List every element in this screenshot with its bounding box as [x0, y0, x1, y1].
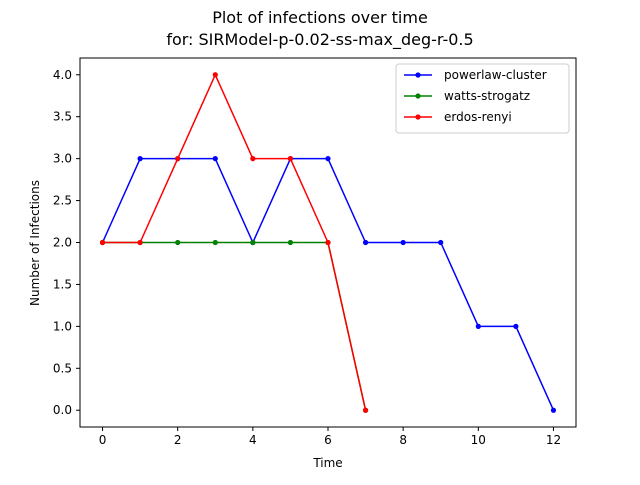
legend-box [395, 63, 570, 134]
y-axis: 0.0 0.5 1.0 1.5 2.0 2.5 3.0 3.5 4.0 [53, 68, 80, 417]
y-tick-label: 2.5 [53, 194, 72, 208]
data-point [137, 239, 143, 246]
y-tick-label: 2.0 [53, 236, 72, 250]
x-tick-label: 8 [399, 433, 407, 447]
series-layer [99, 72, 557, 413]
y-tick-label: 0.0 [53, 403, 72, 417]
data-point [250, 239, 256, 246]
x-tick-label: 6 [324, 433, 332, 447]
y-tick-label: 1.0 [53, 319, 72, 333]
data-point [175, 239, 181, 246]
y-tick-label: 4.0 [53, 68, 72, 82]
legend-entry: powerlaw-cluster [404, 68, 547, 82]
data-point [250, 156, 256, 162]
y-tick-label: 3.5 [53, 110, 72, 124]
data-point [550, 407, 557, 413]
data-point [325, 239, 331, 246]
y-tick-label: 0.5 [53, 361, 72, 375]
x-tick-label: 4 [249, 433, 257, 447]
x-tick-label: 0 [99, 433, 107, 447]
legend-label: powerlaw-cluster [444, 68, 547, 82]
y-tick-label: 1.5 [53, 277, 72, 291]
data-point [287, 239, 294, 246]
data-point [362, 407, 369, 413]
chart-subtitle: for: SIRModel-p-0.02-ss-max_deg-r-0.5 [166, 30, 473, 50]
data-point [362, 239, 369, 246]
legend-entry: watts-strogatz [404, 89, 530, 103]
legend-swatch-marker [415, 114, 421, 120]
legend-label: watts-strogatz [444, 89, 530, 103]
data-point [212, 239, 218, 246]
x-tick-label: 12 [546, 433, 561, 447]
legend-entry: erdos-renyi [404, 110, 512, 124]
data-point [137, 156, 143, 162]
x-axis: 0 2 4 6 8 10 12 [99, 427, 561, 447]
data-point [175, 156, 181, 162]
legend-swatch-marker [415, 72, 421, 78]
series-line [102, 241, 367, 411]
legend-label: erdos-renyi [444, 110, 512, 124]
series-erdos-renyi [99, 72, 369, 413]
x-axis-label: Time [312, 456, 342, 470]
y-tick-label: 3.0 [53, 152, 72, 166]
data-point [287, 156, 294, 162]
data-point [513, 323, 519, 329]
chart-title: Plot of infections over time [212, 8, 428, 27]
x-tick-label: 2 [174, 433, 182, 447]
data-point [99, 239, 106, 246]
data-point [212, 156, 218, 162]
data-point [325, 156, 331, 162]
data-point [400, 239, 406, 246]
y-axis-label: Number of Infections [28, 180, 42, 306]
legend-swatch-marker [415, 93, 421, 99]
legend: powerlaw-cluster watts-strogatz erdos-reny… [395, 63, 570, 134]
data-point [212, 72, 218, 78]
data-point [475, 323, 481, 329]
x-tick-label: 10 [471, 433, 486, 447]
series-line [102, 74, 367, 411]
data-point [438, 239, 444, 246]
